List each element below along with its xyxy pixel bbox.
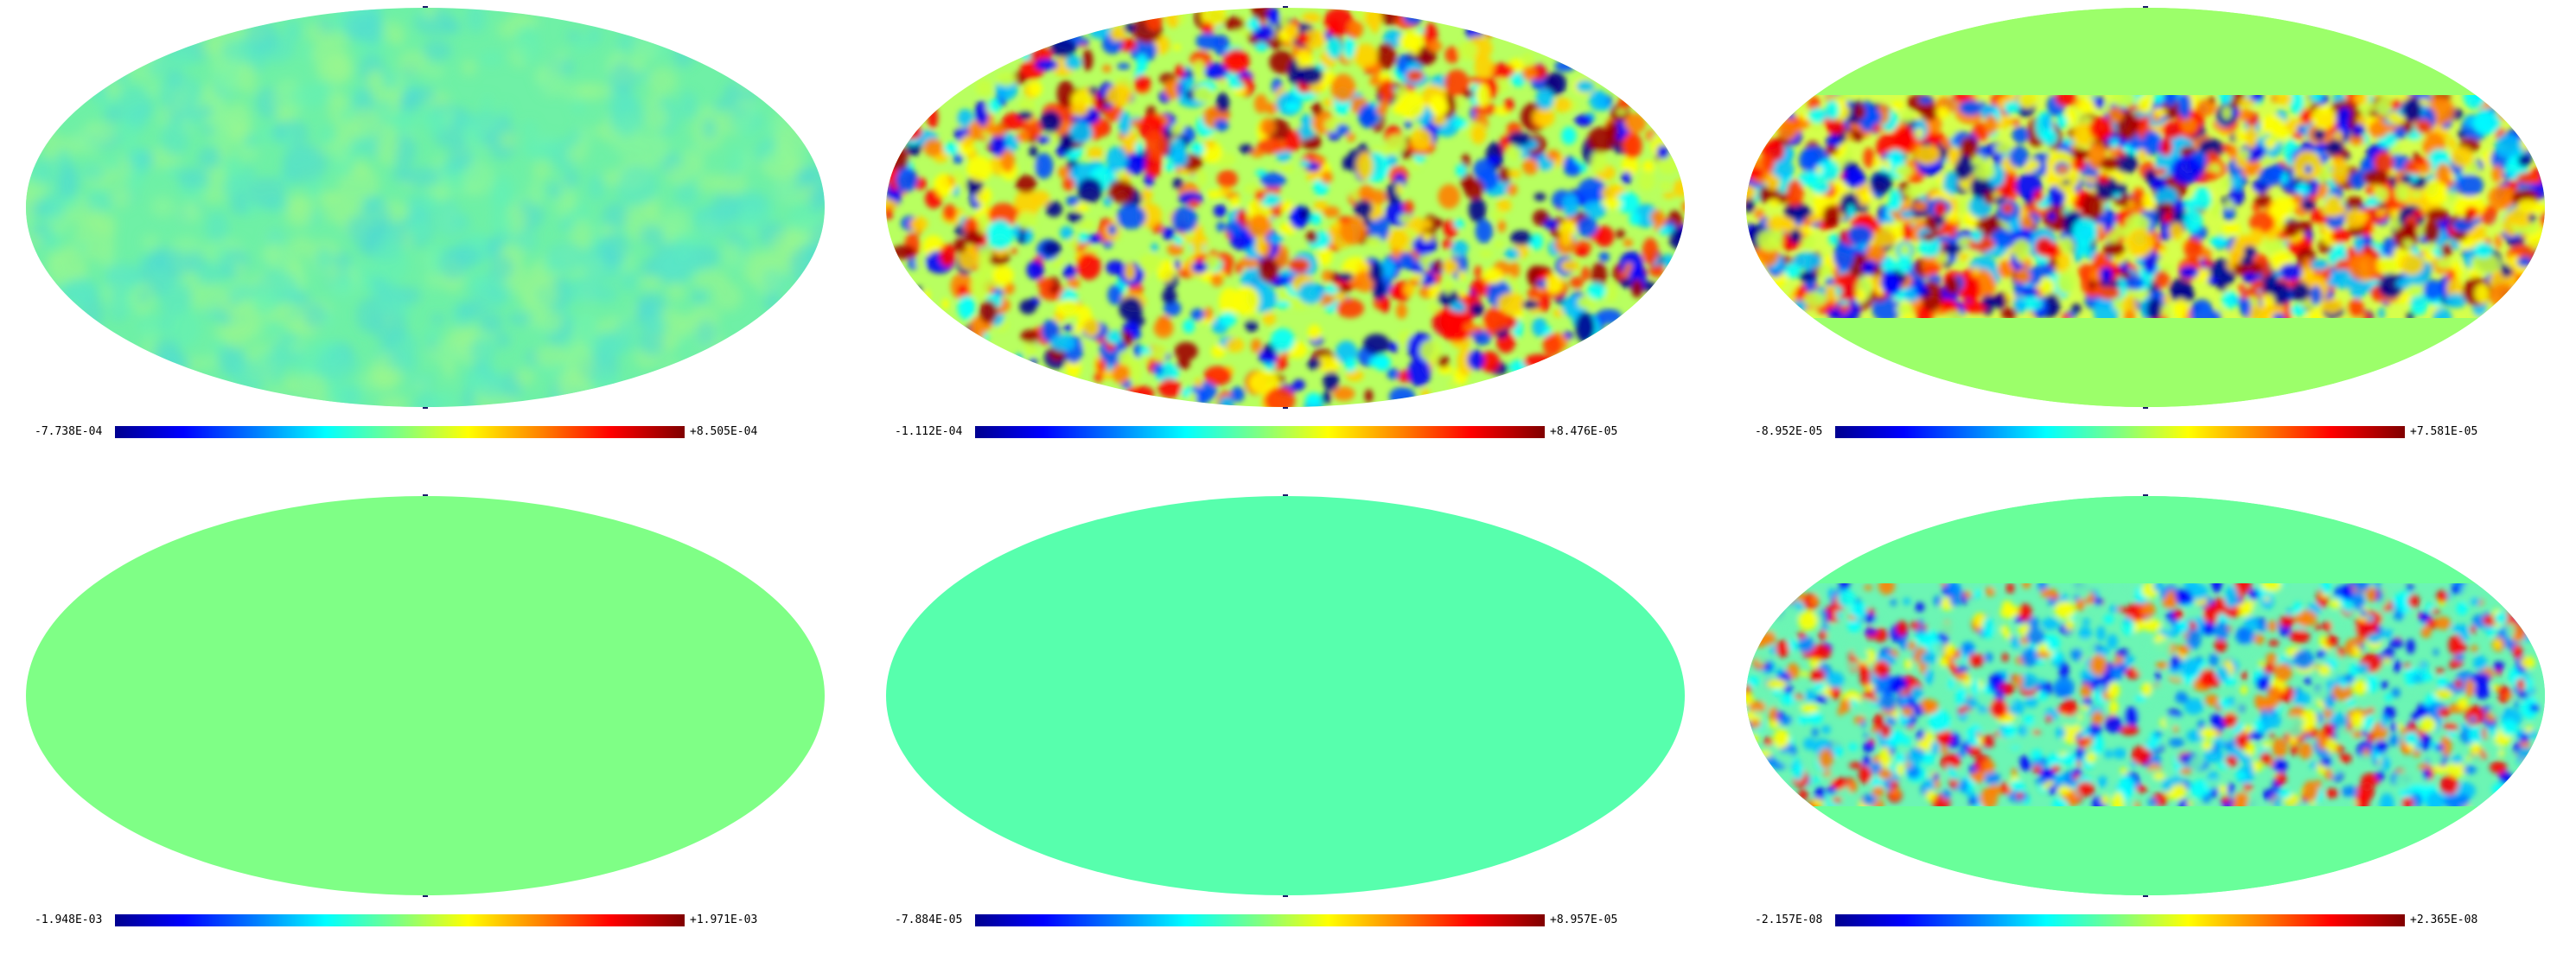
sky-map-panel: -7.884E-05 +8.957E-05 — [860, 488, 1712, 972]
anisotropy-field — [26, 8, 825, 407]
sky-map-panel: -2.157E-08 +2.365E-08 — [1720, 488, 2572, 972]
colorbar: -7.738E-04 +8.505E-04 — [0, 422, 851, 448]
north-pole-marker — [1283, 494, 1288, 496]
sky-map-panel: -8.952E-05 +7.581E-05 — [1720, 0, 2572, 484]
colorbar-max-label: +8.476E-05 — [1550, 425, 1618, 438]
south-pole-marker — [423, 407, 428, 409]
colorbar: -2.157E-08 +2.365E-08 — [1720, 910, 2572, 936]
colorbar-min-label: -1.112E-04 — [895, 425, 963, 438]
colorbar: -8.952E-05 +7.581E-05 — [1720, 422, 2572, 448]
colorbar-max-label: +8.505E-04 — [690, 425, 758, 438]
south-pole-marker — [2143, 407, 2148, 409]
anisotropy-field — [886, 8, 1685, 407]
mollweide-map — [1746, 6, 2545, 409]
north-pole-marker — [1283, 6, 1288, 8]
colorbar-min-label: -7.738E-04 — [35, 425, 103, 438]
colorbar-gradient — [1835, 914, 2405, 926]
mollweide-map — [886, 494, 1685, 897]
sky-map-panel: -7.738E-04 +8.505E-04 — [0, 0, 851, 484]
colorbar-min-label: -7.884E-05 — [895, 913, 963, 926]
mollweide-map — [886, 6, 1685, 409]
colorbar-max-label: +8.957E-05 — [1550, 913, 1618, 926]
colorbar-gradient — [115, 914, 685, 926]
mollweide-map — [26, 494, 825, 897]
colorbar: -1.112E-04 +8.476E-05 — [860, 422, 1712, 448]
colorbar: -7.884E-05 +8.957E-05 — [860, 910, 1712, 936]
colorbar-max-label: +1.971E-03 — [690, 913, 758, 926]
colorbar-gradient — [115, 426, 685, 438]
masked-polar-cap — [1746, 318, 2545, 407]
south-pole-marker — [423, 895, 428, 897]
colorbar-gradient — [975, 426, 1545, 438]
north-pole-marker — [2143, 6, 2148, 8]
colorbar-max-label: +2.365E-08 — [2410, 913, 2478, 926]
anisotropy-field — [1746, 83, 2545, 331]
colorbar-gradient — [975, 914, 1545, 926]
north-pole-marker — [2143, 494, 2148, 496]
sky-map-panel: -1.948E-03 +1.971E-03 — [0, 488, 851, 972]
colorbar-min-label: -8.952E-05 — [1755, 425, 1823, 438]
south-pole-marker — [1283, 407, 1288, 409]
anisotropy-field — [1746, 574, 2545, 815]
masked-polar-cap — [1746, 496, 2545, 583]
mollweide-map — [1746, 494, 2545, 897]
masked-polar-cap — [1746, 806, 2545, 895]
south-pole-marker — [1283, 895, 1288, 897]
map-disk — [886, 496, 1685, 895]
colorbar-gradient — [1835, 426, 2405, 438]
map-disk — [26, 496, 825, 895]
masked-polar-cap — [1746, 8, 2545, 95]
sky-map-panel: -1.112E-04 +8.476E-05 — [860, 0, 1712, 484]
colorbar: -1.948E-03 +1.971E-03 — [0, 910, 851, 936]
south-pole-marker — [2143, 895, 2148, 897]
colorbar-min-label: -1.948E-03 — [35, 913, 103, 926]
north-pole-marker — [423, 494, 428, 496]
mollweide-map — [26, 6, 825, 409]
north-pole-marker — [423, 6, 428, 8]
colorbar-max-label: +7.581E-05 — [2410, 425, 2478, 438]
colorbar-min-label: -2.157E-08 — [1755, 913, 1823, 926]
